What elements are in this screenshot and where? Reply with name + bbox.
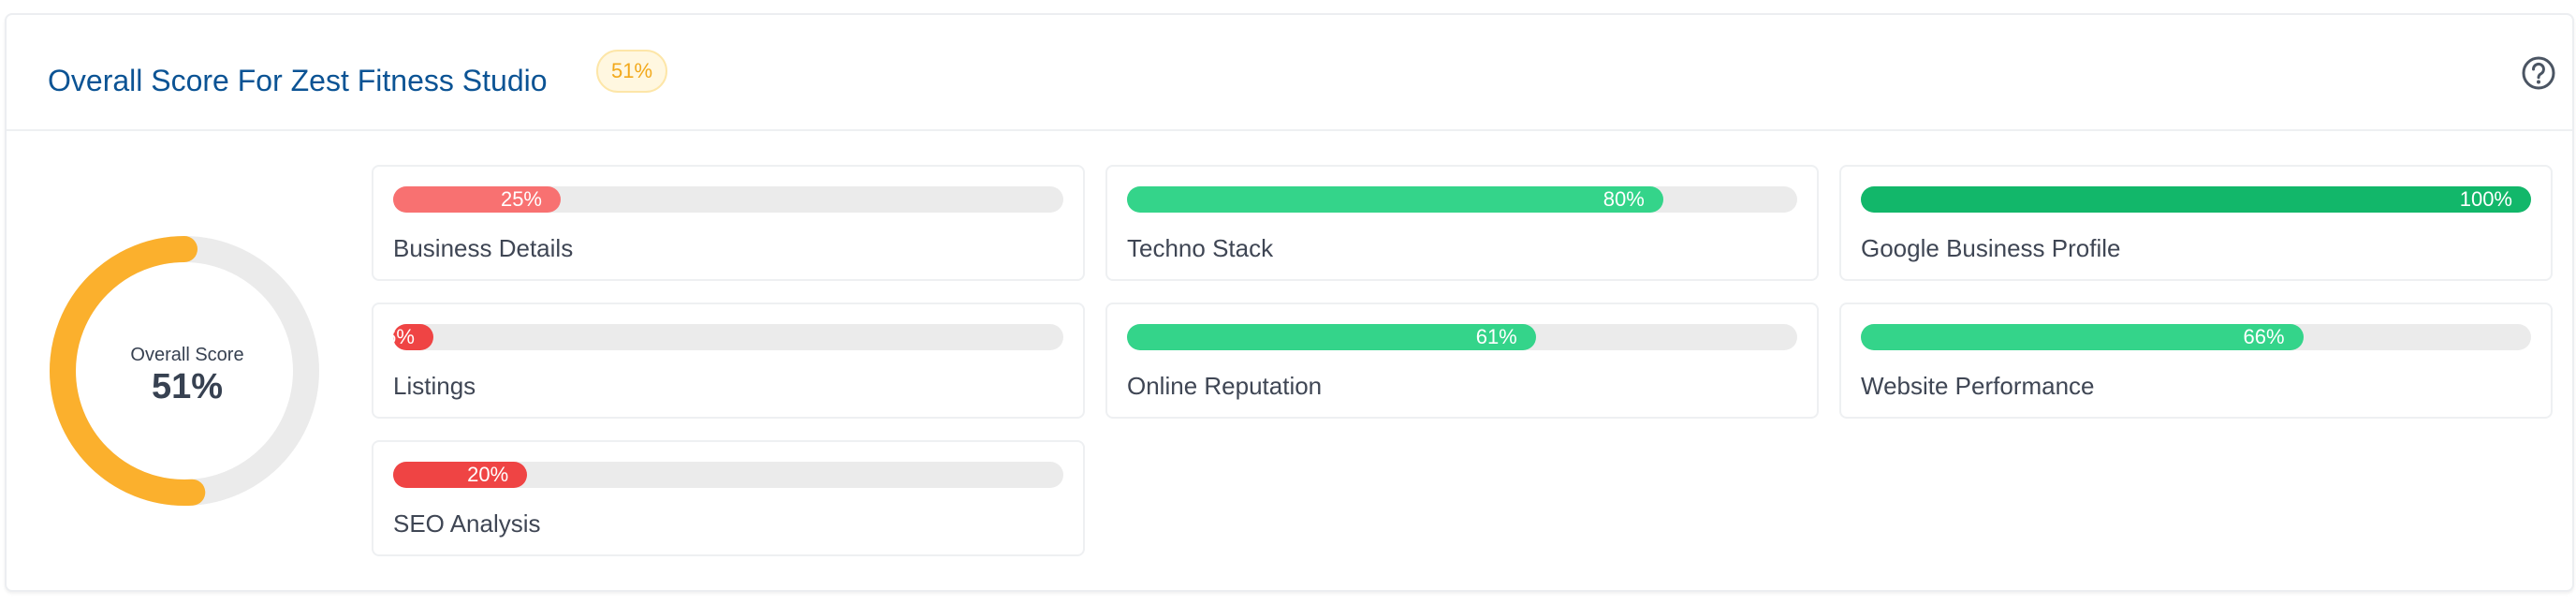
- progress-label: 61%: [1475, 325, 1517, 348]
- score-tile: 61% Online Reputation: [1105, 302, 1819, 419]
- score-card: Overall Score For Zest Fitness Studio 51…: [5, 13, 2574, 592]
- card-title: Overall Score For Zest Fitness Studio: [48, 64, 548, 97]
- progress-fill: 100%: [1861, 186, 2531, 213]
- tile-name: SEO Analysis: [393, 509, 541, 538]
- score-tile: 6% Listings: [372, 302, 1085, 419]
- tile-name: Techno Stack: [1127, 234, 1274, 262]
- progress-fill: 66%: [1861, 324, 2304, 350]
- progress-fill: 61%: [1127, 324, 1536, 350]
- progress-track: 25%: [393, 186, 1063, 213]
- score-tile: 20% SEO Analysis: [372, 440, 1085, 556]
- tile-name: Website Performance: [1861, 372, 2095, 400]
- donut-arc: [50, 236, 319, 506]
- header-divider: [7, 129, 2572, 131]
- tile-name: Business Details: [393, 234, 574, 262]
- progress-fill: 80%: [1127, 186, 1663, 213]
- score-badge: 51%: [596, 50, 667, 93]
- progress-label: 80%: [1603, 187, 1645, 211]
- donut-label: Overall Score: [130, 345, 244, 365]
- score-tile: 25% Business Details: [372, 165, 1085, 281]
- progress-track: 61%: [1127, 324, 1797, 350]
- progress-track: 6%: [385, 324, 1063, 350]
- progress-label: 66%: [2243, 325, 2285, 348]
- tile-name: Online Reputation: [1127, 372, 1323, 400]
- progress-label: 25%: [500, 187, 542, 211]
- tile-name: Google Business Profile: [1861, 234, 2121, 262]
- progress-fill: 25%: [393, 186, 561, 213]
- progress-label: 20%: [467, 463, 509, 486]
- score-tile: 100% Google Business Profile: [1839, 165, 2553, 281]
- overall-donut: [50, 236, 319, 506]
- tile-name: Listings: [393, 372, 476, 400]
- progress-label: 100%: [2459, 187, 2512, 211]
- help-icon[interactable]: [2520, 54, 2557, 92]
- donut-value: 51%: [151, 367, 224, 406]
- progress-track: 100%: [1861, 186, 2531, 213]
- progress-label: 6%: [385, 325, 415, 348]
- progress-fill: 6%: [385, 324, 433, 350]
- score-tile: 66% Website Performance: [1839, 302, 2553, 419]
- progress-track: 80%: [1127, 186, 1797, 213]
- progress-fill: 20%: [393, 462, 528, 488]
- progress-track: 66%: [1861, 324, 2531, 350]
- progress-track: 20%: [393, 462, 1063, 488]
- score-tile: 80% Techno Stack: [1105, 165, 1819, 281]
